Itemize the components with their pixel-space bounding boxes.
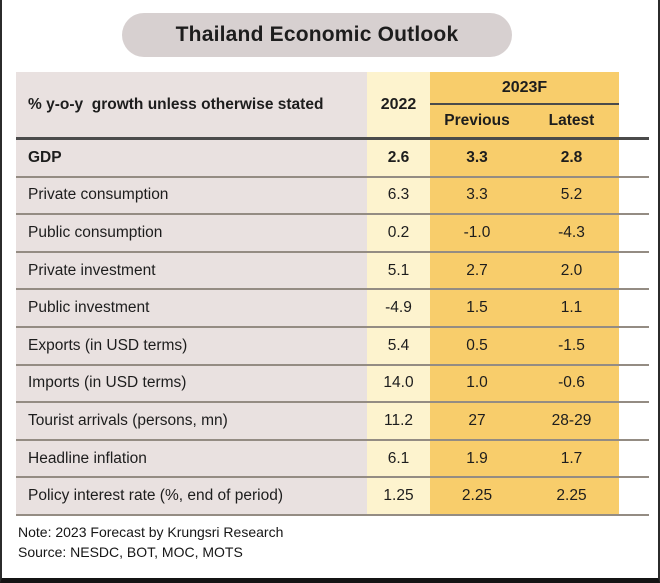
row-label: Public consumption <box>16 215 367 251</box>
value-2023f-previous: 0.5 <box>430 327 524 364</box>
value-2023f-previous: 3.3 <box>430 140 524 176</box>
table-row-imports: Imports (in USD terms) 14.0 1.0 -0.6 <box>16 365 649 404</box>
row-label: Policy interest rate (%, end of period) <box>16 478 367 514</box>
table-header-row: % y-o-y growth unless otherwise stated 2… <box>16 72 649 140</box>
value-2023f-previous: -1.0 <box>430 215 524 251</box>
value-2023f-latest: 2.25 <box>524 478 619 514</box>
value-2023f-latest: -0.6 <box>524 365 619 402</box>
row-spacer <box>619 215 649 251</box>
table-row-exports: Exports (in USD terms) 5.4 0.5 -1.5 <box>16 327 649 366</box>
table-row-public-investment: Public investment -4.9 1.5 1.1 <box>16 290 649 328</box>
value-2023f-latest: 1.1 <box>524 290 619 326</box>
value-2023f-previous: 27 <box>430 403 524 439</box>
row-label: Public investment <box>16 290 367 326</box>
title-pill: Thailand Economic Outlook <box>122 13 512 57</box>
value-2022: 5.1 <box>367 252 430 289</box>
header-spacer <box>619 72 649 137</box>
table-row-headline-inflation: Headline inflation 6.1 1.9 1.7 <box>16 440 649 479</box>
value-2023f-previous: 1.5 <box>430 290 524 326</box>
footnotes: Note: 2023 Forecast by Krungsri Research… <box>18 522 283 562</box>
value-2022: 6.1 <box>367 440 430 477</box>
value-2023f-latest: 5.2 <box>524 177 619 214</box>
table-row-policy-interest-rate: Policy interest rate (%, end of period) … <box>16 478 649 516</box>
header-label: % y-o-y growth unless otherwise stated <box>16 72 367 137</box>
value-2023f-latest: 1.7 <box>524 440 619 477</box>
value-2023f-latest: -4.3 <box>524 215 619 251</box>
value-2022: 1.25 <box>367 478 430 514</box>
row-label: Private investment <box>16 252 367 289</box>
header-latest: Latest <box>548 112 595 129</box>
row-spacer <box>619 478 649 514</box>
table-row-private-investment: Private investment 5.1 2.7 2.0 <box>16 252 649 291</box>
row-spacer <box>619 140 649 176</box>
note-line: Note: 2023 Forecast by Krungsri Research <box>18 524 284 540</box>
row-label: Tourist arrivals (persons, mn) <box>16 403 367 439</box>
row-label: Headline inflation <box>16 440 367 477</box>
table-row-tourist-arrivals: Tourist arrivals (persons, mn) 11.2 27 2… <box>16 403 649 441</box>
table-row-gdp: GDP 2.6 3.3 2.8 <box>16 140 649 178</box>
page-title: Thailand Economic Outlook <box>175 23 459 46</box>
value-2023f-latest: 2.8 <box>524 140 619 176</box>
row-label: Exports (in USD terms) <box>16 327 367 364</box>
row-spacer <box>619 365 649 402</box>
value-2022: 2.6 <box>367 140 430 176</box>
row-label: Private consumption <box>16 177 367 214</box>
row-label: Imports (in USD terms) <box>16 365 367 402</box>
value-2022: 11.2 <box>367 403 430 439</box>
row-spacer <box>619 290 649 326</box>
value-2022: 0.2 <box>367 215 430 251</box>
value-2022: 6.3 <box>367 177 430 214</box>
value-2023f-previous: 2.7 <box>430 252 524 289</box>
header-2023f: 2023F <box>430 72 619 105</box>
table-row-private-consumption: Private consumption 6.3 3.3 5.2 <box>16 177 649 216</box>
value-2022: 14.0 <box>367 365 430 402</box>
value-2023f-latest: 28-29 <box>524 403 619 439</box>
value-2023f-previous: 2.25 <box>430 478 524 514</box>
row-spacer <box>619 252 649 289</box>
value-2023f-previous: 3.3 <box>430 177 524 214</box>
header-previous: Previous <box>444 112 510 129</box>
value-2023f-latest: -1.5 <box>524 327 619 364</box>
source-line: Source: NESDC, BOT, MOC, MOTS <box>18 544 243 560</box>
header-subrow: Previous Latest <box>430 105 619 137</box>
row-spacer <box>619 403 649 439</box>
value-2022: 5.4 <box>367 327 430 364</box>
table-row-public-consumption: Public consumption 0.2 -1.0 -4.3 <box>16 215 649 253</box>
header-2023f-group: 2023F Previous Latest <box>430 72 619 137</box>
row-label: GDP <box>16 140 367 176</box>
value-2023f-previous: 1.9 <box>430 440 524 477</box>
value-2023f-latest: 2.0 <box>524 252 619 289</box>
economic-outlook-table: % y-o-y growth unless otherwise stated 2… <box>16 72 649 516</box>
row-spacer <box>619 177 649 214</box>
row-spacer <box>619 440 649 477</box>
value-2022: -4.9 <box>367 290 430 326</box>
header-2022: 2022 <box>367 72 430 137</box>
row-spacer <box>619 327 649 364</box>
value-2023f-previous: 1.0 <box>430 365 524 402</box>
